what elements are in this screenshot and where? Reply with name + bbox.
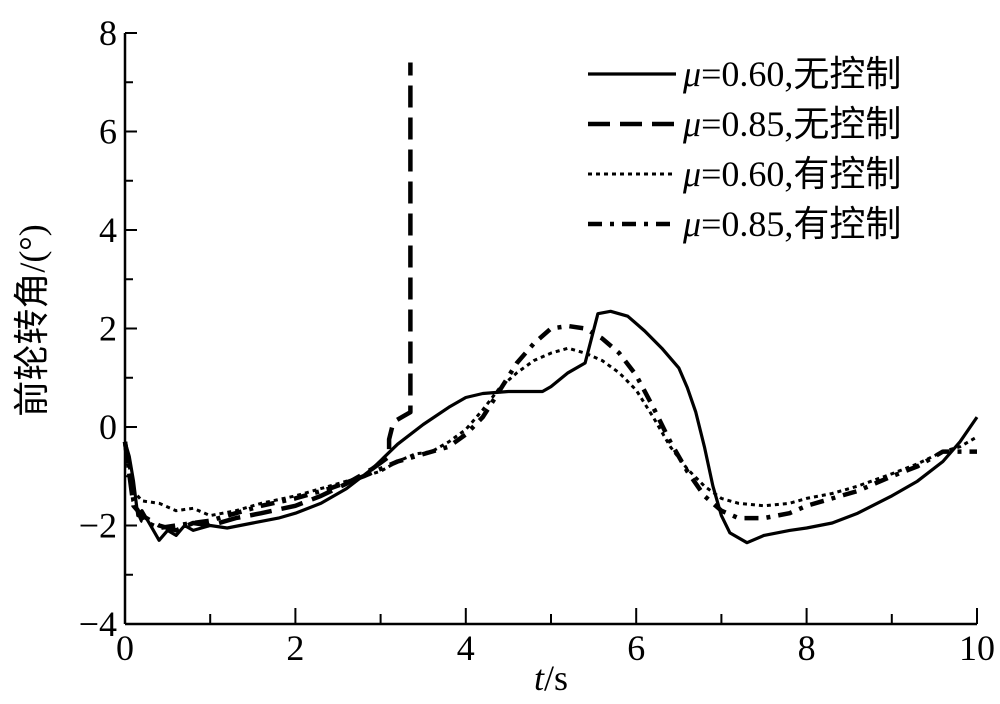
legend-label-text: =0.85,无控制 xyxy=(701,104,901,144)
y-tick-label: 2 xyxy=(99,309,117,349)
legend-label-symbol: μ xyxy=(682,204,701,244)
x-tick-label: 10 xyxy=(959,628,995,668)
x-tick-label: 6 xyxy=(627,628,645,668)
x-tick-label: 4 xyxy=(457,628,475,668)
legend-label-text: =0.60,有控制 xyxy=(701,154,901,194)
legend-label: μ=0.60,有控制 xyxy=(682,154,901,194)
legend-label-text: =0.60,无控制 xyxy=(701,54,901,94)
legend-label: μ=0.60,无控制 xyxy=(682,54,901,94)
legend-label: μ=0.85,有控制 xyxy=(682,204,901,244)
series-layer xyxy=(122,62,979,545)
y-tick-label: 8 xyxy=(99,13,117,53)
x-tick-label: 8 xyxy=(798,628,816,668)
legend-label-symbol: μ xyxy=(682,154,701,194)
tick-labels: 0 2 4 6 8 10 −4 −2 0 2 4 6 8 xyxy=(79,13,995,668)
x-axis-title-unit: /s xyxy=(544,658,568,698)
x-axis-title-var: t xyxy=(534,658,545,698)
legend-label-symbol: μ xyxy=(682,54,701,94)
series-line xyxy=(123,346,978,518)
x-tick-label: 2 xyxy=(286,628,304,668)
y-tick-label: 0 xyxy=(99,407,117,447)
y-tick-label: 4 xyxy=(99,210,117,250)
series-line xyxy=(122,323,977,531)
y-tick-label: −4 xyxy=(79,604,117,644)
x-axis-title: t/s xyxy=(534,658,568,698)
legend-label-symbol: μ xyxy=(682,104,701,144)
y-tick-label: 6 xyxy=(99,112,117,152)
ticks xyxy=(124,32,978,625)
y-axis-title: 前轮转角/(°) xyxy=(12,224,52,416)
series-line xyxy=(122,62,413,533)
x-tick-label: 0 xyxy=(116,628,134,668)
series-line xyxy=(123,309,979,545)
y-tick-label: −2 xyxy=(79,506,117,546)
legend-label-text: =0.85,有控制 xyxy=(701,204,901,244)
legend-label: μ=0.85,无控制 xyxy=(682,104,901,144)
